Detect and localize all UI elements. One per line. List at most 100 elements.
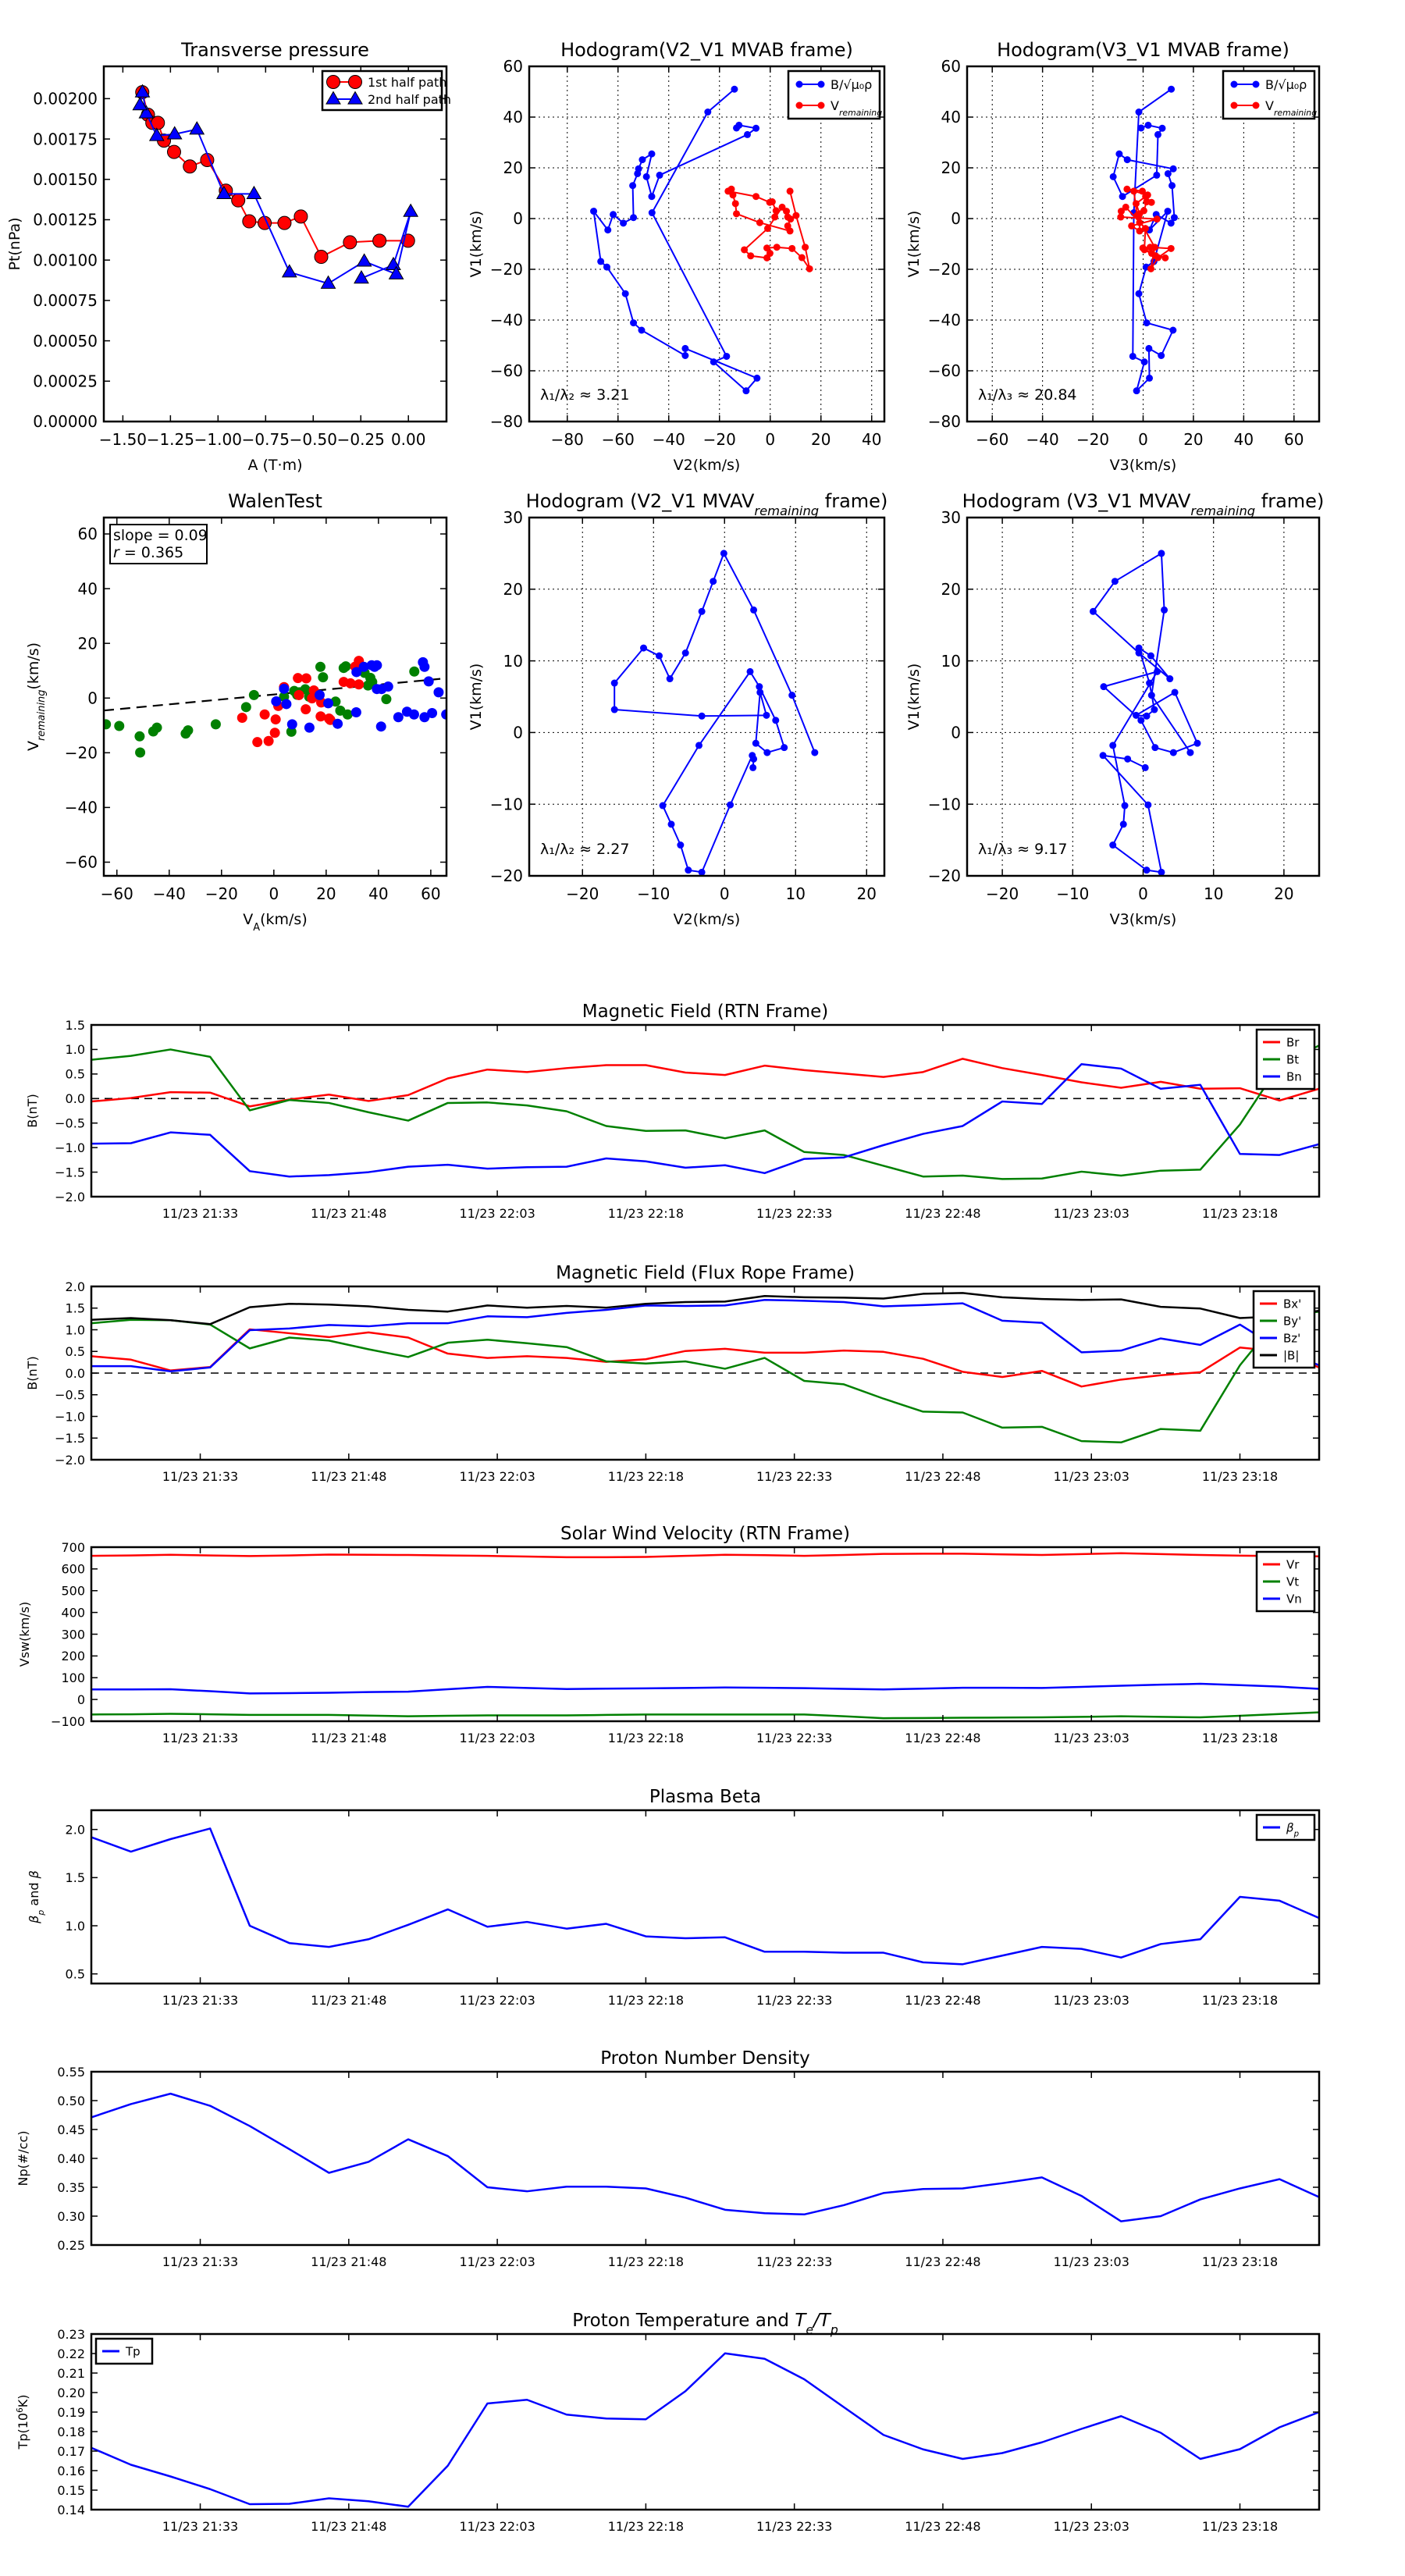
data-point	[724, 187, 732, 195]
y-axis-label: Np(#/cc)	[16, 2131, 30, 2186]
series-Bn	[91, 1063, 1319, 1178]
x-tick-label: 11/23 21:33	[162, 2254, 238, 2269]
legend-label: Vr	[1286, 1557, 1300, 1571]
data-point	[720, 550, 727, 557]
x-tick-label: 11/23 22:18	[608, 1993, 684, 2008]
data-point	[1135, 109, 1143, 116]
data-point	[620, 219, 628, 227]
plot-area	[529, 66, 884, 422]
plot-data	[590, 85, 813, 395]
legend: βp	[1255, 1813, 1316, 1841]
y-tick-label: −20	[928, 260, 961, 279]
data-point	[786, 187, 794, 195]
legend-label: 2nd half path	[368, 92, 451, 107]
x-tick-label: −0.75	[242, 430, 290, 449]
x-tick-label: 60	[1284, 430, 1304, 449]
data-point	[1117, 213, 1125, 221]
axis-ticks: 11/23 21:33 11/23 21:48 11/23 22:03 11/23 2…	[55, 1018, 1319, 1221]
legend: Bx' By' Bz' |B|	[1252, 1290, 1316, 1369]
axis-ticks: 11/23 21:33 11/23 21:48 11/23 22:03 11/23 2…	[55, 1279, 1319, 1484]
text-part: (km/s)	[25, 642, 42, 690]
data-point	[1109, 173, 1117, 180]
data-point	[806, 265, 813, 272]
series-Bt	[91, 1044, 1319, 1180]
y-tick-label: 0.16	[57, 2464, 85, 2478]
series--B-	[91, 1292, 1319, 1325]
plot-area	[91, 1547, 1319, 1721]
x-tick-label: 11/23 22:18	[608, 2519, 684, 2534]
y-tick-label: 60	[503, 57, 523, 76]
data-point	[756, 688, 764, 696]
x-tick-label: 10	[786, 884, 806, 903]
plot-data	[91, 1292, 1319, 1444]
data-point	[263, 735, 274, 746]
data-point	[792, 212, 800, 219]
y-tick-label: 2.0	[66, 1279, 85, 1294]
plot-data	[104, 656, 446, 758]
data-point	[610, 679, 618, 687]
x-tick-label: −60	[602, 430, 635, 449]
data-point	[354, 270, 369, 284]
x-tick-label: 11/23 21:48	[311, 1731, 386, 1745]
data-point	[1186, 749, 1194, 756]
text-part: T	[795, 2311, 807, 2331]
data-point	[1168, 85, 1176, 93]
x-tick-label: 11/23 23:03	[1054, 1993, 1129, 2008]
data-point	[1154, 130, 1162, 138]
plot-data	[91, 2092, 1319, 2222]
y-tick-label: 0.00200	[33, 90, 98, 109]
data-point	[729, 191, 737, 199]
y-tick-label: 500	[61, 1584, 85, 1599]
axis-ticks: 11/23 21:33 11/23 21:48 11/23 22:03 11/23 2…	[57, 2065, 1319, 2269]
x-tick-label: 11/23 21:33	[162, 1469, 238, 1484]
y-tick-label: 20	[941, 158, 961, 177]
legend-entry: Bn	[1263, 1069, 1302, 1083]
x-tick-label: 11/23 22:33	[756, 1469, 832, 1484]
legend-label: βp	[1286, 1820, 1299, 1838]
data-point	[666, 675, 674, 683]
legend-marker	[325, 91, 341, 105]
data-point	[610, 211, 617, 219]
chart-transverse-pressure: −1.50 −1.25 −1.00 −0.75 −0.50 −0.25 0.00 0.0000…	[6, 39, 451, 474]
eigenvalue-ratio-annotation: λ₁/λ₃ ≈ 20.84	[978, 386, 1077, 404]
y-tick-label: 0.18	[57, 2425, 85, 2439]
axes-frame	[90, 2070, 1321, 2247]
legend-frame	[1222, 69, 1316, 120]
chart-title: WalenTest	[228, 490, 322, 512]
data-point	[648, 150, 656, 158]
data-point	[733, 124, 741, 132]
data-point	[1153, 171, 1161, 179]
text-part: r	[113, 544, 120, 561]
data-point	[343, 235, 357, 250]
plot-area	[529, 518, 884, 876]
data-point	[733, 210, 741, 218]
data-point	[788, 692, 796, 699]
data-point	[749, 763, 757, 771]
data-point	[293, 673, 304, 684]
data-point	[354, 679, 365, 690]
data-point	[1141, 763, 1149, 771]
legend-entry: Br	[1263, 1035, 1300, 1049]
text-part: frame)	[819, 490, 887, 512]
legend-label: B/√μ₀ρ	[1265, 77, 1307, 92]
series-line	[91, 1310, 1319, 1444]
data-point	[351, 667, 362, 678]
legend: Vr Vt Vn	[1255, 1550, 1316, 1613]
x-tick-label: 11/23 22:03	[459, 1993, 535, 2008]
y-axis-label: Pt(nPa)	[6, 217, 23, 270]
data-point	[270, 714, 281, 725]
fit-statistics-box: slope = 0.09r = 0.365	[109, 524, 208, 564]
data-point	[1146, 374, 1154, 382]
y-tick-label: 10	[941, 652, 961, 671]
data-point	[741, 246, 749, 254]
legend: Br Bt Bn	[1255, 1028, 1316, 1091]
data-point	[1161, 606, 1168, 614]
series-line	[91, 1298, 1319, 1373]
y-tick-label: 300	[61, 1627, 85, 1642]
text-part: remaining	[1274, 107, 1317, 117]
data-point	[750, 755, 758, 763]
axis-ticks: −80 −60 −40 −20 0 20 40 −80 −60 −40 −20 0 20 40 60	[490, 57, 884, 449]
y-tick-label: −60	[928, 361, 961, 380]
data-point	[648, 209, 656, 217]
data-point	[630, 319, 638, 327]
